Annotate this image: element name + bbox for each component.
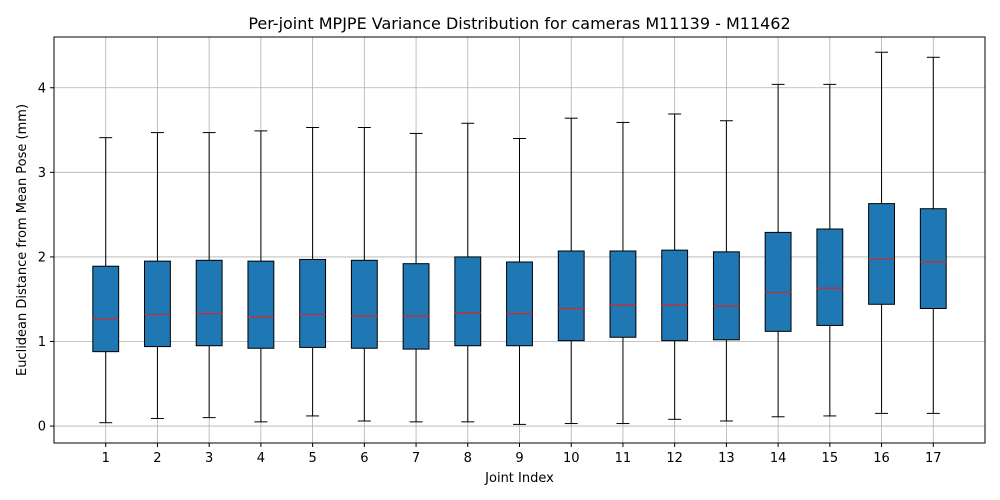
box-joint-5 — [299, 127, 327, 417]
iqr-box — [816, 228, 844, 326]
y-tick-label: 3 — [38, 166, 46, 181]
x-tick-label: 15 — [822, 451, 839, 466]
iqr-box — [868, 203, 895, 305]
box-joint-1 — [92, 137, 120, 424]
y-axis-label: Euclidean Distance from Mean Pose (mm) — [15, 104, 30, 376]
x-tick-label: 9 — [515, 451, 523, 466]
box-joint-2 — [144, 132, 171, 419]
box-joint-9 — [506, 138, 533, 425]
box-joint-11 — [609, 121, 637, 425]
x-tick-label: 16 — [873, 451, 890, 466]
x-tick-label: 10 — [563, 451, 580, 466]
y-tick-label: 1 — [38, 335, 46, 350]
box-joint-8 — [454, 122, 482, 423]
x-tick-label: 4 — [257, 451, 265, 466]
x-tick-label: 1 — [102, 451, 110, 466]
box-joint-12 — [661, 113, 689, 420]
iqr-box — [402, 263, 430, 350]
chart-title: Per-joint MPJPE Variance Distribution fo… — [248, 14, 790, 33]
iqr-box — [712, 251, 740, 341]
iqr-box — [92, 265, 120, 353]
iqr-box — [299, 258, 327, 348]
x-tick-label: 6 — [360, 451, 368, 466]
iqr-box — [144, 260, 171, 348]
iqr-box — [661, 249, 689, 342]
x-tick-label: 14 — [770, 451, 787, 466]
box-joint-13 — [712, 120, 740, 422]
x-tick-label: 3 — [205, 451, 213, 466]
y-tick-label: 2 — [38, 250, 46, 265]
x-tick-label: 17 — [925, 451, 942, 466]
x-tick-label: 13 — [718, 451, 735, 466]
iqr-box — [764, 231, 792, 332]
iqr-box — [557, 250, 585, 342]
box-joint-14 — [764, 83, 792, 418]
x-tick-label: 8 — [464, 451, 472, 466]
iqr-box — [350, 259, 378, 349]
box-joint-4 — [247, 130, 275, 423]
box-joint-10 — [557, 117, 585, 425]
y-tick-label: 4 — [38, 81, 46, 96]
box-joint-15 — [816, 83, 844, 417]
box-joint-7 — [402, 132, 430, 423]
y-tick-label: 0 — [38, 420, 46, 435]
iqr-box — [247, 260, 275, 349]
x-tick-label: 11 — [615, 451, 632, 466]
box-joint-6 — [350, 127, 378, 422]
iqr-box — [506, 261, 533, 347]
box-joint-17 — [919, 56, 947, 414]
x-tick-label: 5 — [308, 451, 316, 466]
box-joint-16 — [868, 51, 895, 414]
iqr-box — [609, 250, 637, 338]
x-tick-label: 2 — [153, 451, 161, 466]
x-axis-label: Joint Index — [484, 471, 554, 486]
x-tick-label: 12 — [666, 451, 683, 466]
x-tick-label: 7 — [412, 451, 420, 466]
iqr-box — [454, 256, 482, 347]
box-joint-3 — [195, 132, 223, 419]
iqr-box — [195, 259, 223, 347]
iqr-box — [919, 208, 947, 310]
boxes-layer — [92, 51, 947, 425]
